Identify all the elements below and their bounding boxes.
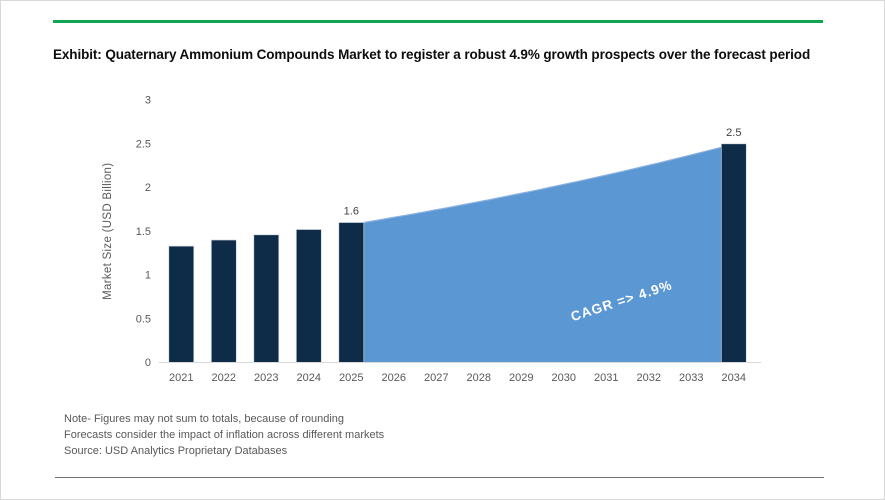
y-tick-label: 3 bbox=[145, 95, 151, 107]
data-label-2025: 1.6 bbox=[344, 206, 359, 218]
y-tick-label: 1.5 bbox=[136, 226, 151, 238]
footer-notes: Note- Figures may not sum to totals, bec… bbox=[64, 411, 384, 459]
note-rounding: Note- Figures may not sum to totals, bec… bbox=[64, 413, 345, 425]
x-tick-label: 2034 bbox=[722, 372, 746, 384]
y-tick-label: 0.5 bbox=[136, 313, 151, 325]
y-tick-label: 1 bbox=[145, 270, 151, 282]
bar-2024 bbox=[295, 229, 322, 363]
x-tick-label: 2021 bbox=[169, 372, 193, 384]
x-tick-label: 2028 bbox=[467, 372, 491, 384]
x-tick-label: 2031 bbox=[594, 372, 618, 384]
bar-2034 bbox=[720, 143, 747, 363]
y-tick-label: 2.5 bbox=[136, 138, 151, 150]
y-axis-title: Market Size (USD Billion) bbox=[102, 163, 114, 300]
x-tick-label: 2032 bbox=[637, 372, 661, 384]
x-tick-label: 2033 bbox=[679, 372, 703, 384]
y-tick-label: 2 bbox=[145, 182, 151, 194]
x-tick-label: 2024 bbox=[297, 372, 321, 384]
bar-2025 bbox=[338, 222, 365, 363]
x-tick-label: 2029 bbox=[509, 372, 533, 384]
x-tick-label: 2030 bbox=[552, 372, 576, 384]
forecast-area bbox=[363, 147, 722, 363]
x-tick-label: 2025 bbox=[339, 372, 363, 384]
footer-divider bbox=[55, 477, 824, 478]
exhibit-title: Exhibit: Quaternary Ammonium Compounds M… bbox=[53, 47, 811, 62]
bar-2022 bbox=[210, 239, 237, 363]
x-tick-label: 2023 bbox=[254, 372, 278, 384]
x-tick-label: 2026 bbox=[382, 372, 406, 384]
y-tick-label: 0 bbox=[145, 357, 151, 369]
bar-2023 bbox=[253, 234, 280, 363]
x-tick-label: 2027 bbox=[424, 372, 448, 384]
accent-line bbox=[53, 20, 823, 23]
x-tick-label: 2022 bbox=[212, 372, 236, 384]
note-inflation: Forecasts consider the impact of inflati… bbox=[64, 429, 385, 441]
data-label-2034: 2.5 bbox=[726, 127, 741, 139]
note-source: Source: USD Analytics Proprietary Databa… bbox=[64, 445, 288, 457]
bar-2021 bbox=[168, 245, 195, 363]
forecast-area-top-edge bbox=[363, 146, 722, 224]
